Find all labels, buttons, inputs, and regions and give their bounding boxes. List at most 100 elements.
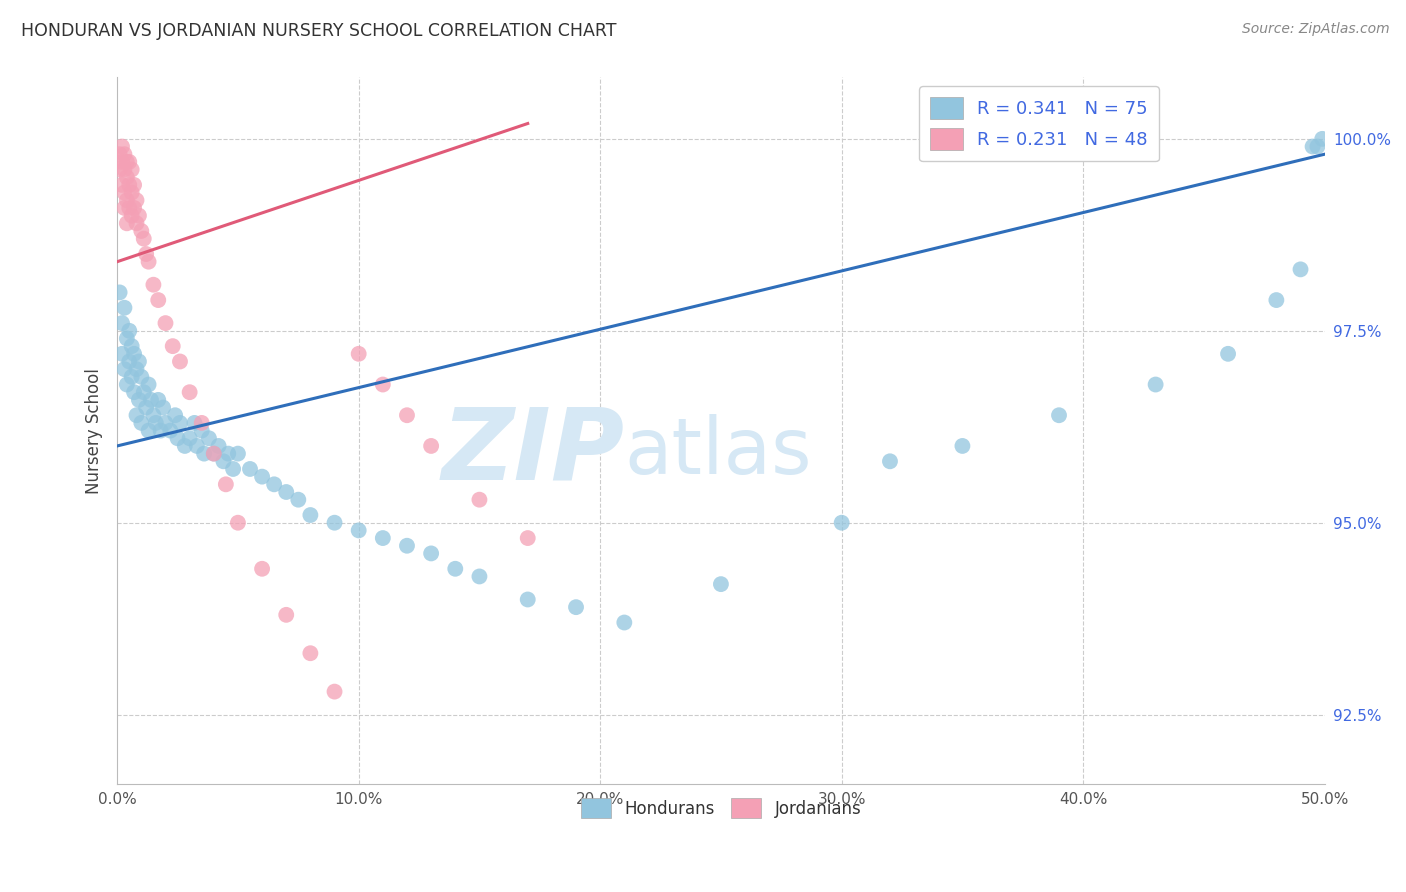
Point [371, 377, 394, 392]
Point [162, 339, 184, 353]
Point [226, 447, 249, 461]
Text: atlas: atlas [624, 414, 811, 490]
Point [118, 324, 141, 338]
Point [131, 224, 153, 238]
Point [115, 194, 138, 208]
Point [468, 492, 491, 507]
Point [111, 178, 134, 192]
Point [118, 201, 141, 215]
Point [115, 154, 138, 169]
Point [190, 424, 212, 438]
Point [287, 492, 309, 507]
Point [1310, 132, 1333, 146]
Point [202, 447, 225, 461]
Point [132, 232, 155, 246]
Point [276, 485, 298, 500]
Point [565, 600, 588, 615]
Point [118, 154, 141, 169]
Point [1265, 293, 1288, 307]
Point [114, 201, 136, 215]
Point [1302, 139, 1324, 153]
Point [128, 209, 150, 223]
Point [149, 424, 172, 438]
Point [190, 416, 212, 430]
Point [468, 569, 491, 583]
Point [613, 615, 636, 630]
Point [159, 424, 181, 438]
Point [202, 447, 225, 461]
Point [179, 385, 201, 400]
Point [395, 409, 418, 423]
Point [193, 447, 215, 461]
Point [115, 170, 138, 185]
Point [347, 347, 370, 361]
Point [155, 316, 177, 330]
Point [226, 516, 249, 530]
Text: Source: ZipAtlas.com: Source: ZipAtlas.com [1241, 22, 1389, 37]
Point [125, 362, 148, 376]
Point [299, 646, 322, 660]
Point [207, 439, 229, 453]
Point [323, 684, 346, 698]
Point [444, 562, 467, 576]
Point [114, 186, 136, 200]
Point [952, 439, 974, 453]
Point [114, 162, 136, 177]
Point [212, 454, 235, 468]
Point [122, 347, 145, 361]
Point [420, 439, 443, 453]
Point [131, 416, 153, 430]
Point [125, 194, 148, 208]
Point [165, 409, 187, 423]
Point [152, 401, 174, 415]
Point [186, 439, 208, 453]
Point [198, 431, 221, 445]
Point [122, 201, 145, 215]
Point [115, 216, 138, 230]
Point [108, 147, 131, 161]
Point [121, 186, 143, 200]
Legend: Hondurans, Jordanians: Hondurans, Jordanians [574, 791, 868, 825]
Point [173, 439, 195, 453]
Point [1047, 409, 1070, 423]
Point [145, 416, 167, 430]
Point [1306, 139, 1329, 153]
Point [121, 369, 143, 384]
Point [222, 462, 245, 476]
Point [516, 531, 538, 545]
Point [215, 477, 238, 491]
Point [115, 377, 138, 392]
Point [122, 178, 145, 192]
Point [122, 385, 145, 400]
Point [395, 539, 418, 553]
Point [121, 162, 143, 177]
Point [263, 477, 285, 491]
Point [125, 409, 148, 423]
Point [148, 293, 170, 307]
Point [148, 392, 170, 407]
Point [516, 592, 538, 607]
Point [1289, 262, 1312, 277]
Point [239, 462, 262, 476]
Point [250, 562, 273, 576]
Point [111, 154, 134, 169]
Point [125, 216, 148, 230]
Point [142, 409, 165, 423]
Point [250, 469, 273, 483]
Point [111, 316, 134, 330]
Point [879, 454, 901, 468]
Point [114, 301, 136, 315]
Text: HONDURAN VS JORDANIAN NURSERY SCHOOL CORRELATION CHART: HONDURAN VS JORDANIAN NURSERY SCHOOL COR… [21, 22, 617, 40]
Point [155, 416, 177, 430]
Point [371, 531, 394, 545]
Point [114, 147, 136, 161]
Point [179, 431, 201, 445]
Point [183, 416, 205, 430]
Point [118, 178, 141, 192]
Point [132, 385, 155, 400]
Point [115, 331, 138, 345]
Text: ZIP: ZIP [441, 403, 624, 500]
Point [121, 209, 143, 223]
Point [114, 362, 136, 376]
Point [128, 354, 150, 368]
